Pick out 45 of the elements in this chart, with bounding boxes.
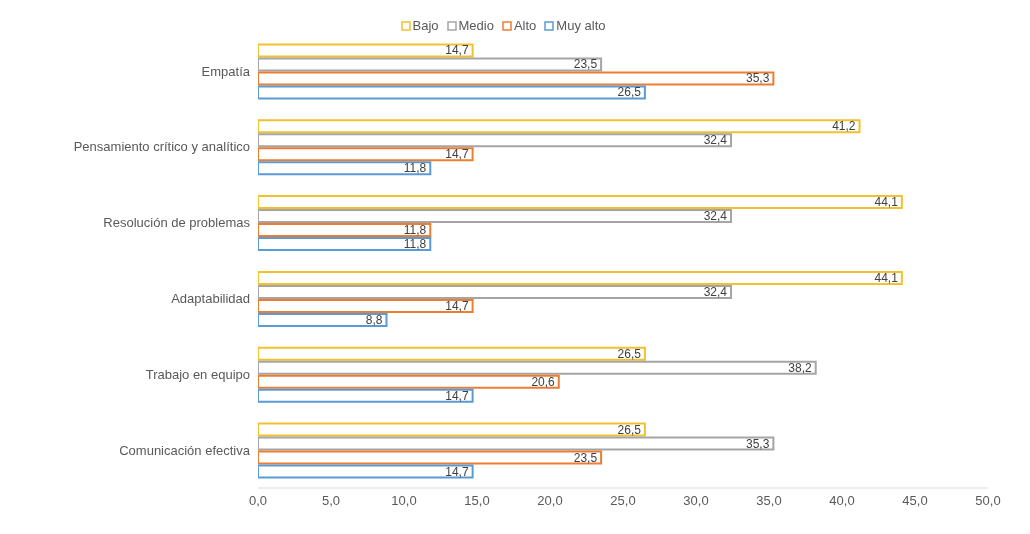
data-label: 26,5 xyxy=(617,346,642,361)
data-label: 23,5 xyxy=(573,57,598,72)
data-label: 32,4 xyxy=(703,133,728,148)
data-label: 35,3 xyxy=(746,71,770,86)
x-tick-label: 40,0 xyxy=(829,493,855,509)
legend-label: Bajo xyxy=(411,18,439,33)
data-label: 14,7 xyxy=(445,43,469,58)
data-label: 26,5 xyxy=(617,422,642,437)
x-tick-label: 10,0 xyxy=(391,493,417,509)
legend-label: Medio xyxy=(457,18,494,33)
x-tick-label: 0,0 xyxy=(248,493,268,509)
data-label: 44,1 xyxy=(874,195,899,210)
data-label: 41,2 xyxy=(832,119,856,134)
data-label: 38,2 xyxy=(788,360,813,375)
data-label: 14,7 xyxy=(445,464,469,479)
y-tick-label: Resolución de problemas xyxy=(103,215,251,231)
data-label: 23,5 xyxy=(573,450,598,465)
data-label: 32,4 xyxy=(703,209,728,224)
x-tick-label: 25,0 xyxy=(610,493,636,509)
data-label: 11,8 xyxy=(403,237,427,252)
y-tick-label: Empatía xyxy=(201,63,251,79)
data-label: 20,6 xyxy=(531,374,556,389)
y-tick-label: Trabajo en equipo xyxy=(145,366,250,382)
x-tick-label: 5,0 xyxy=(321,493,341,509)
data-label: 35,3 xyxy=(746,436,770,451)
legend-label: Muy alto xyxy=(555,18,606,33)
data-label: 44,1 xyxy=(874,270,899,285)
x-tick-label: 45,0 xyxy=(902,493,928,509)
x-tick-label: 50,0 xyxy=(975,493,1001,509)
x-tick-label: 30,0 xyxy=(683,493,709,509)
x-tick-label: 15,0 xyxy=(464,493,490,509)
data-label: 14,7 xyxy=(445,147,469,162)
data-label: 8,8 xyxy=(365,312,383,327)
x-tick-label: 20,0 xyxy=(537,493,563,509)
data-label: 11,8 xyxy=(403,161,427,176)
y-tick-label: Pensamiento crítico y analítico xyxy=(73,139,250,155)
data-label: 32,4 xyxy=(703,284,728,299)
data-label: 14,7 xyxy=(445,298,469,313)
y-tick-label: Comunicación efectiva xyxy=(119,442,251,458)
y-tick-label: Adaptabilidad xyxy=(171,291,250,307)
data-label: 14,7 xyxy=(445,388,469,403)
legend-label: Alto xyxy=(512,18,537,33)
x-tick-label: 35,0 xyxy=(756,493,782,509)
data-label: 26,5 xyxy=(617,85,642,100)
data-label: 11,8 xyxy=(403,223,427,238)
